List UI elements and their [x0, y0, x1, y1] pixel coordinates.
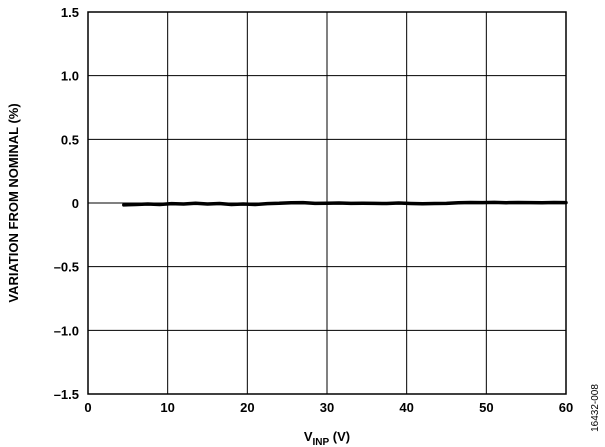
y-tick-label: 0.5 — [61, 132, 79, 147]
x-tick-labels: 0 10 20 30 40 50 60 — [84, 400, 573, 415]
y-tick-label: 1.0 — [61, 69, 79, 84]
x-tick-label: 0 — [84, 400, 91, 415]
x-tick-label: 60 — [559, 400, 573, 415]
y-tick-label: –1.0 — [54, 323, 79, 338]
x-tick-label: 10 — [160, 400, 174, 415]
x-axis-title: VINP (V) — [304, 429, 350, 447]
x-axis-title-suffix: (V) — [329, 429, 350, 444]
x-tick-label: 40 — [399, 400, 413, 415]
series-line — [122, 200, 568, 207]
x-tick-label: 30 — [320, 400, 334, 415]
x-tick-label: 50 — [479, 400, 493, 415]
y-tick-label: 1.5 — [61, 5, 79, 20]
figure-id: 16432-008 — [590, 384, 601, 432]
y-tick-label: –0.5 — [54, 260, 79, 275]
y-tick-labels: 1.5 1.0 0.5 0 –0.5 –1.0 –1.5 — [54, 5, 79, 402]
y-axis-title: VARIATION FROM NOMINAL (%) — [6, 103, 21, 302]
series-group — [122, 200, 568, 207]
x-axis-title-subscript: INP — [313, 437, 330, 447]
y-tick-label: 0 — [72, 196, 79, 211]
y-tick-label: –1.5 — [54, 387, 79, 402]
x-axis-title-main: V — [304, 429, 313, 444]
x-tick-label: 20 — [240, 400, 254, 415]
